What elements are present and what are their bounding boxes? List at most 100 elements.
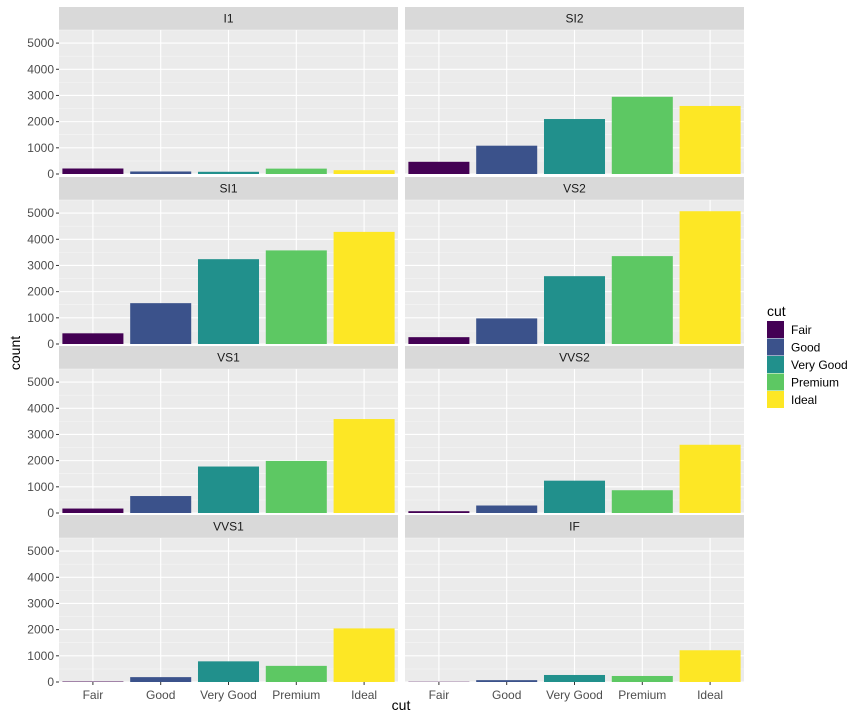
facet-si2: SI2 [405,7,744,175]
facet-strip [59,177,398,200]
facet-vvs2: VVS2 [405,346,744,514]
legend-label-fair: Fair [791,323,812,337]
y-tick-label: 4000 [27,232,54,246]
x-tick-label-good: Good [492,688,521,702]
y-tick-label: 0 [47,506,54,520]
facet-strip [405,7,744,30]
y-tick-label: 5000 [27,36,54,50]
facet-strip-label: VS2 [563,182,586,196]
bar-vvs1-very-good [197,661,260,682]
x-tick-label-fair: Fair [429,688,450,702]
y-tick-label: 5000 [27,544,54,558]
x-tick-label-very-good: Very Good [546,688,603,702]
bar-vvs1-good [130,677,192,682]
facet-vs2: VS2 [405,177,744,345]
bar-vvs1-premium [265,665,327,682]
x-axis-ticks: Fair Good Very Good Premium Ideal Fair Good Ver… [83,688,724,702]
bar-si1-very-good [197,259,260,344]
facet-if: IF [405,515,744,685]
bar-i1-fair [62,168,124,174]
legend-key-good [767,338,784,356]
y-tick-label: 2000 [27,285,54,299]
facet-strip-label: VS1 [217,351,240,365]
bar-vs1-ideal [333,419,395,513]
facet-strip-label: VVS1 [213,520,244,534]
legend: cut Fair Good Very Good Premium Ideal [767,303,848,408]
y-tick-label: 3000 [27,258,54,272]
y-tick-label: 5000 [27,375,54,389]
x-tick-label-fair: Fair [83,688,104,702]
legend-key-ideal [767,391,784,408]
bar-vvs2-very-good [543,480,606,513]
facet-strip-label: VVS2 [559,351,590,365]
legend-label-ideal: Ideal [791,393,817,407]
facet-vvs1: VVS1 0 1000 2000 3000 4000 5000 [27,515,398,689]
bar-i1-ideal [333,170,395,174]
bar-i1-premium [265,168,327,174]
bar-vvs2-fair [408,511,470,513]
y-tick-label: 2000 [27,115,54,129]
bar-vs2-good [476,318,538,344]
facet-i1: I1 0 1000 2000 3000 4000 5000 [27,7,398,181]
x-tick-label-ideal: Ideal [697,688,723,702]
facet-vs1: VS1 0 1000 2000 3000 4000 5000 [27,346,398,520]
y-tick-label: 2000 [27,623,54,637]
facet-strip-label: I1 [223,12,233,26]
bar-si1-fair [62,333,124,344]
legend-key-very-good [767,356,784,373]
y-tick-label: 5000 [27,206,54,220]
y-tick-label: 1000 [27,141,54,155]
legend-label-very-good: Very Good [791,358,848,372]
facet-si1: SI1 0 1000 2000 3000 4000 5000 [27,177,398,351]
bar-i1-very-good [197,171,260,174]
y-tick-label: 0 [47,167,54,181]
bar-vvs2-ideal [679,444,741,513]
facet-strip [59,515,398,538]
bar-si2-good [476,145,538,174]
legend-title: cut [767,303,786,319]
facet-strip-label: SI2 [565,12,583,26]
x-tick-label-good: Good [146,688,175,702]
bar-vs1-very-good [197,466,260,513]
y-tick-label: 1000 [27,649,54,663]
bar-vs2-very-good [543,276,606,344]
bar-vvs2-premium [611,490,673,513]
bar-if-very-good [543,674,606,682]
y-tick-label: 4000 [27,570,54,584]
facet-panels: I1 0 1000 2000 3000 4000 5000 SI2 SI1 0 1000 2000 30… [27,7,744,689]
facet-strip [59,346,398,369]
legend-label-good: Good [791,341,820,355]
facet-strip-label: SI1 [219,182,237,196]
bar-si1-good [130,303,192,344]
bar-if-ideal [679,650,741,682]
x-tick-label-premium: Premium [272,688,320,702]
bar-vs1-good [130,496,192,513]
y-tick-label: 4000 [27,401,54,415]
y-tick-label: 4000 [27,62,54,76]
y-axis-title: count [7,336,23,370]
y-tick-label: 0 [47,675,54,689]
legend-key-premium [767,373,784,391]
bar-vs2-premium [611,256,673,344]
bar-i1-good [130,171,192,174]
bar-vs2-ideal [679,211,741,344]
bar-if-premium [611,675,673,682]
bar-si1-premium [265,250,327,344]
bar-si2-ideal [679,105,741,174]
bar-vs1-fair [62,508,124,513]
x-tick-label-very-good: Very Good [200,688,257,702]
y-tick-label: 1000 [27,480,54,494]
facet-strip [59,7,398,30]
y-tick-label: 2000 [27,454,54,468]
facet-strip-label: IF [569,520,580,534]
y-tick-label: 3000 [27,596,54,610]
bar-if-good [476,680,538,682]
x-tick-label-premium: Premium [618,688,666,702]
facet-strip [405,177,744,200]
bar-vs2-fair [408,337,470,344]
y-tick-label: 1000 [27,311,54,325]
bar-si2-fair [408,161,470,174]
facet-strip [405,515,744,538]
bar-vvs1-ideal [333,628,395,682]
legend-key-fair [767,321,784,338]
